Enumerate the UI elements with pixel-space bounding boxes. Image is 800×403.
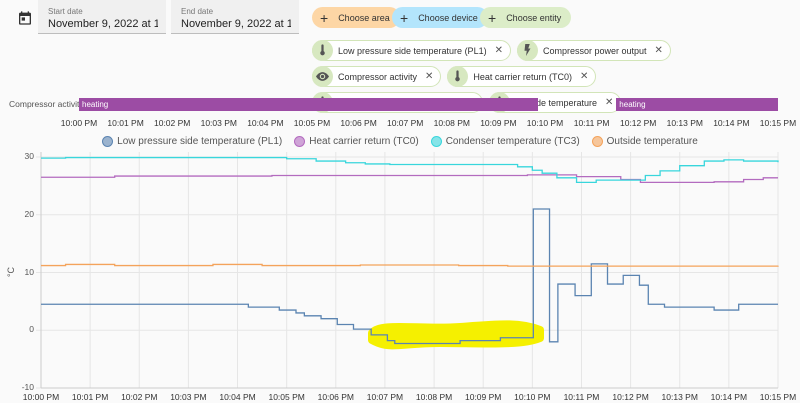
timeline-tick: 10:11 PM [573, 118, 610, 128]
flash-icon [516, 39, 538, 61]
series-line [41, 263, 779, 267]
chip-label: Outside temperature [514, 97, 597, 108]
legend-swatch [294, 136, 306, 147]
chip-label: Compressor power output [542, 45, 647, 56]
timeline-segment[interactable]: heating [79, 98, 538, 111]
close-icon[interactable]: ✕ [494, 45, 503, 56]
plus-icon: + [400, 9, 409, 26]
close-icon[interactable]: ✕ [605, 97, 614, 108]
choose-area-button[interactable]: + Choose area [312, 7, 400, 28]
thermometer-icon [312, 39, 333, 61]
timeline-tick: 10:10 PM [526, 118, 564, 128]
timeline-tick: 10:15 PM [759, 118, 797, 128]
timeline-tick: 10:04 PM [247, 118, 284, 128]
timeline-tick: 10:01 PM [107, 118, 144, 128]
x-tick: 10:13 PM [661, 392, 698, 402]
timeline-tick: 10:13 PM [666, 118, 703, 128]
x-tick: 10:10 PM [514, 392, 551, 402]
choose-area-label: Choose area [338, 12, 390, 23]
chart-legend: Low pressure side temperature (PL1) Heat … [0, 136, 800, 147]
timeline-tick: 10:07 PM [386, 118, 424, 128]
legend-item[interactable]: Condenser temperature (TC3) [430, 136, 580, 147]
chip-label: Compressor activity [338, 71, 418, 82]
legend-swatch [102, 136, 114, 147]
timeline-label: Compressor activity [9, 99, 84, 109]
timeline-tick: 10:09 PM [480, 118, 517, 128]
series-line [41, 156, 779, 184]
close-icon[interactable]: ✕ [579, 71, 589, 82]
entity-chip: Heat carrier return (TC0) ✕ [447, 65, 597, 87]
legend-swatch [430, 136, 442, 147]
timeline-tick: 10:14 PM [713, 118, 750, 128]
y-tick: 30 [24, 151, 34, 161]
series-line [41, 208, 778, 345]
timeline-segment[interactable]: heating [616, 98, 778, 111]
x-tick: 10:01 PM [71, 392, 109, 402]
entity-chip: Low pressure side temperature (PL1) ✕ [312, 39, 511, 61]
legend-label: Heat carrier return (TC0) [309, 136, 419, 147]
x-tick: 10:09 PM [464, 392, 502, 402]
choose-device-button[interactable]: + Choose device [392, 7, 488, 28]
timeline-tick: 10:06 PM [340, 118, 377, 128]
x-tick: 10:03 PM [170, 392, 207, 402]
x-tick: 10:11 PM [563, 392, 600, 402]
start-date-value: November 9, 2022 at 10:00 [48, 18, 158, 30]
legend-swatch [591, 136, 603, 147]
end-date-label: End date [181, 7, 214, 16]
y-tick: 20 [24, 208, 34, 219]
entity-chip: Compressor activity ✕ [312, 65, 442, 87]
choose-device-label: Choose device [418, 12, 478, 23]
close-icon[interactable]: ✕ [654, 45, 663, 56]
plus-icon: + [320, 9, 329, 26]
x-tick: 10:12 PM [612, 392, 649, 402]
x-tick: 10:14 PM [710, 392, 748, 402]
x-tick: 10:00 PM [22, 392, 60, 402]
legend-item[interactable]: Low pressure side temperature (PL1) [102, 136, 282, 147]
y-tick: -10 [21, 382, 34, 392]
legend-item[interactable]: Heat carrier return (TC0) [294, 136, 419, 147]
x-tick: 10:08 PM [415, 392, 453, 402]
end-date-field[interactable]: End date November 9, 2022 at 10:15 [171, 0, 299, 34]
calendar-icon[interactable] [17, 10, 33, 26]
plus-icon: + [488, 9, 497, 26]
y-tick: 10 [24, 266, 34, 277]
timeline-tick: 10:02 PM [153, 118, 191, 128]
legend-label: Outside temperature [606, 136, 698, 147]
close-icon[interactable]: ✕ [425, 71, 434, 82]
choose-entity-label: Choose entity [506, 12, 562, 23]
choose-entity-button[interactable]: + Choose entity [480, 7, 572, 28]
legend-item[interactable]: Outside temperature [591, 136, 698, 147]
start-date-label: Start date [48, 7, 83, 16]
x-tick: 10:02 PM [121, 392, 158, 402]
chip-label: Low pressure side temperature (PL1) [338, 45, 487, 56]
entity-chip: Compressor power output ✕ [516, 39, 671, 61]
timeline-tick: 10:05 PM [293, 118, 331, 128]
thermometer-icon [447, 65, 469, 87]
highlighter-mark [368, 320, 544, 350]
y-tick: 0 [29, 324, 34, 335]
x-tick: 10:04 PM [219, 392, 256, 402]
timeline-tick: 10:12 PM [619, 118, 657, 128]
x-tick: 10:07 PM [366, 392, 404, 402]
series-line [41, 174, 778, 184]
eye-icon [312, 65, 333, 87]
legend-label: Low pressure side temperature (PL1) [117, 136, 283, 147]
x-tick: 10:06 PM [317, 392, 354, 402]
timeline-tick: 10:08 PM [433, 118, 470, 128]
timeline-tick: 10:03 PM [200, 118, 237, 128]
legend-label: Condenser temperature (TC3) [445, 136, 580, 147]
start-date-field[interactable]: Start date November 9, 2022 at 10:00 [38, 0, 166, 34]
x-tick: 10:15 PM [759, 392, 797, 402]
end-date-value: November 9, 2022 at 10:15 [181, 18, 291, 30]
chip-label: Heat carrier return (TC0) [473, 71, 572, 82]
timeline-tick: 10:00 PM [60, 118, 98, 128]
x-tick: 10:05 PM [268, 392, 305, 402]
